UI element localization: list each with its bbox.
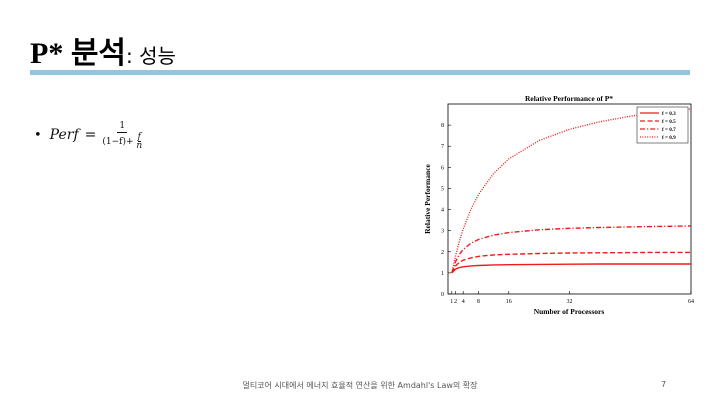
legend-label: f = 0.3 xyxy=(662,111,676,117)
x-tick-label: 4 xyxy=(462,299,465,305)
title-main: P* 분석 xyxy=(30,37,127,70)
y-axis-ticks: 0 1 2 3 4 5 6 7 8 xyxy=(441,123,451,298)
chart-legend: f = 0.3 f = 0.5 f = 0.7 f = 0.9 xyxy=(636,106,689,144)
y-tick-label: 7 xyxy=(441,144,444,150)
slide-title: P* 분석: 성능 xyxy=(30,28,176,72)
y-tick-label: 1 xyxy=(441,271,444,277)
x-tick-label: 2 xyxy=(454,299,457,305)
x-tick-label: 32 xyxy=(567,299,573,305)
legend-label: f = 0.7 xyxy=(662,127,676,133)
y-tick-label: 0 xyxy=(441,292,444,298)
inner-fraction-num: f xyxy=(137,132,141,142)
formula-lhs: Perf xyxy=(49,127,79,143)
y-tick-label: 8 xyxy=(441,123,444,129)
x-tick-label: 1 xyxy=(450,299,453,305)
formula-fraction: 1 (1−f)+ f n xyxy=(102,120,143,151)
x-tick-label: 64 xyxy=(688,299,694,305)
page-number: 7 xyxy=(661,380,667,389)
x-axis-ticks: 1 2 4 8 16 32 64 xyxy=(450,291,694,305)
y-tick-label: 4 xyxy=(441,208,444,214)
inner-fraction-den: n xyxy=(136,141,143,151)
formula-bullet: • Perf = 1 (1−f)+ f n xyxy=(34,120,143,151)
x-tick-label: 8 xyxy=(477,299,480,305)
chart-title: Relative Performance of P* xyxy=(525,94,613,103)
series-line xyxy=(451,108,692,274)
y-tick-label: 5 xyxy=(441,186,444,192)
y-tick-label: 3 xyxy=(441,229,444,235)
formula-inner-fraction: f n xyxy=(136,132,143,151)
legend-label: f = 0.9 xyxy=(662,135,676,141)
y-tick-label: 2 xyxy=(441,250,444,256)
formula-equals: = xyxy=(84,127,97,143)
title-underline xyxy=(30,70,690,75)
y-axis-label: Relative Performance xyxy=(423,163,432,233)
legend-label: f = 0.5 xyxy=(662,119,676,125)
bullet-dot: • xyxy=(34,127,42,143)
series-lines xyxy=(451,108,692,274)
series-line xyxy=(451,263,691,274)
x-axis-label: Number of Processors xyxy=(534,307,605,316)
formula-numerator: 1 xyxy=(117,121,128,133)
title-sub: : 성능 xyxy=(126,44,176,68)
y-tick-label: 6 xyxy=(441,165,444,171)
formula-denominator: (1−f)+ f n xyxy=(102,132,143,151)
footer-text: 멀티코어 시대에서 에너지 효율적 연산을 위한 Amdahl's Law의 확… xyxy=(242,381,478,390)
series-line xyxy=(451,225,692,274)
series-line xyxy=(451,251,691,274)
formula-denominator-left: (1−f)+ xyxy=(102,137,134,147)
x-tick-label: 16 xyxy=(506,299,512,305)
